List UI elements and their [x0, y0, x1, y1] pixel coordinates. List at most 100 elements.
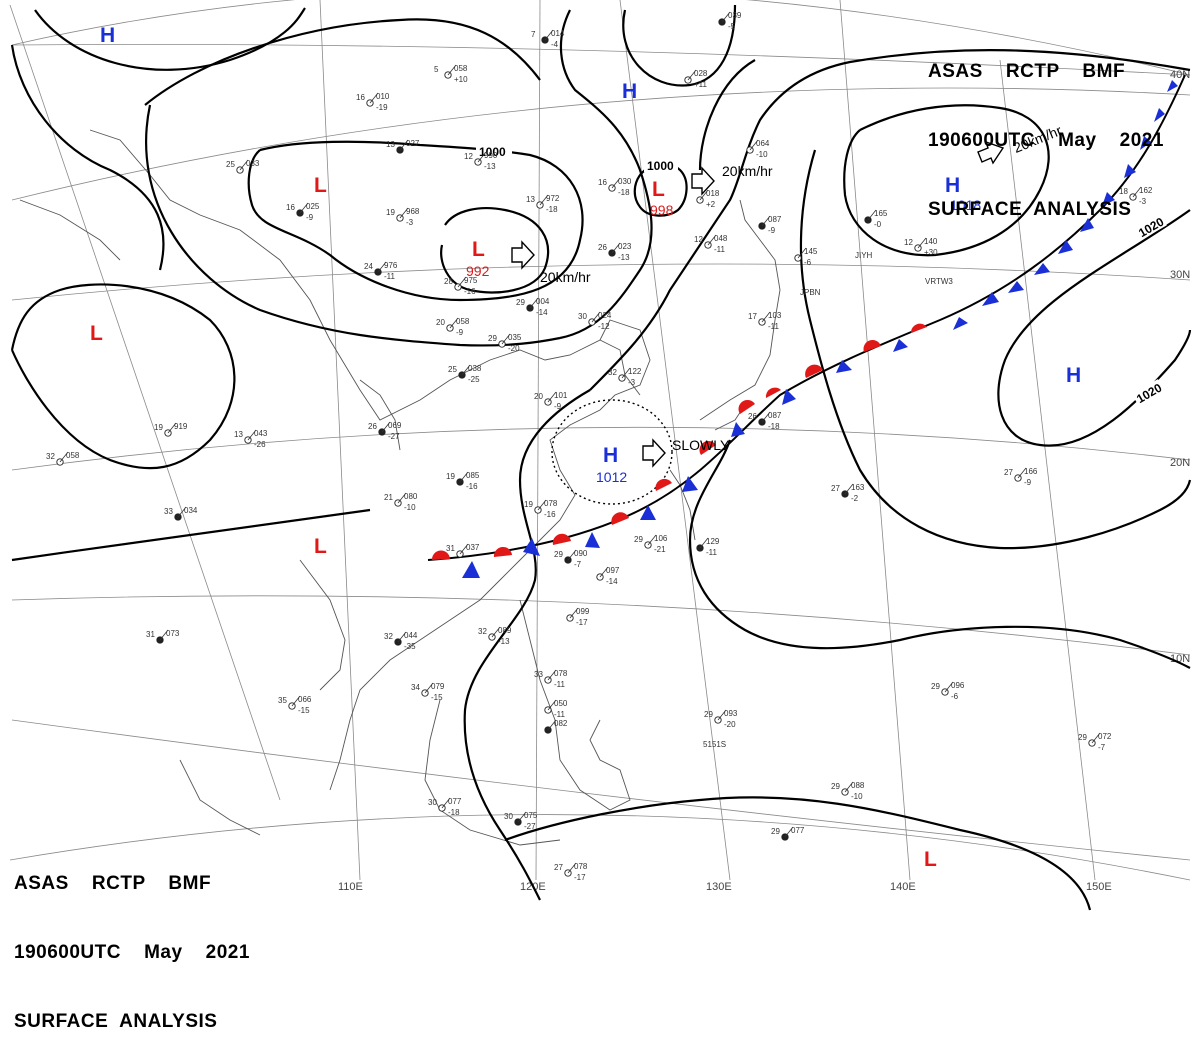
station-pressure: 027 [406, 139, 420, 148]
station-plot: 27 163 -2 [831, 483, 865, 503]
station-temperature: 12 [904, 238, 913, 247]
station-tendency: -2 [851, 494, 859, 503]
wind-barb [761, 215, 771, 227]
station-plot: 31 037 [446, 543, 480, 558]
isobar-label: 1000 [647, 159, 674, 173]
station-pressure: 919 [174, 422, 188, 431]
station-temperature: 29 [488, 334, 497, 343]
station-temperature: 18 [1119, 187, 1128, 196]
station-tendency: -20 [724, 720, 736, 729]
station-tendency: -3 [406, 218, 414, 227]
station-plot: 25 033 [226, 159, 260, 174]
station-temperature: 29 [771, 827, 780, 836]
station-plot: 32 044 -35 [384, 631, 418, 651]
station-pressure: 072 [1098, 732, 1112, 741]
station-plot: 17 103 -11 [748, 311, 782, 331]
station-plot: 16 010 -19 [356, 92, 390, 112]
wind-barb [539, 194, 549, 206]
station-pressure: 101 [554, 391, 568, 400]
wind-barb [721, 11, 731, 23]
wind-barb [457, 276, 467, 288]
station-temperature: 21 [384, 493, 393, 502]
lat-label: 10N [1170, 653, 1190, 665]
station-plot: 31 073 [146, 629, 180, 644]
wind-barb [797, 247, 807, 259]
wind-barb [717, 709, 727, 721]
station-tendency: -35 [404, 642, 416, 651]
station-pressure: 024 [598, 311, 612, 320]
station-tendency: +10 [454, 75, 468, 84]
station-plot: 32 058 [46, 451, 80, 466]
station-pressure: 096 [951, 681, 965, 690]
station-plot: 21 080 -10 [384, 492, 418, 512]
station-pressure: 103 [768, 311, 782, 320]
station-pressure: 037 [466, 543, 480, 552]
station-pressure: 030 [618, 177, 632, 186]
wind-barb [447, 64, 457, 76]
station-plot: 29 035 -20 [488, 333, 522, 353]
lat-label: 20N [1170, 457, 1190, 469]
station-pressure: 058 [66, 451, 80, 460]
wind-barb [1132, 186, 1142, 198]
wind-barb [461, 364, 471, 376]
low-center: L [314, 535, 327, 558]
station-plot: 29 072 -7 [1078, 732, 1112, 752]
station-pressure: 140 [924, 237, 938, 246]
station-pressure: 073 [166, 629, 180, 638]
motion-label: SLOWLY [672, 437, 730, 453]
station-plot: 29 096 -6 [931, 681, 965, 701]
station-tendency: -10 [404, 503, 416, 512]
station-plot: 19 968 -3 [386, 207, 420, 227]
coastlines [19, 129, 781, 846]
wind-barb [369, 92, 379, 104]
station-pressure: 165 [874, 209, 888, 218]
station-pressure: 078 [554, 669, 568, 678]
high-center: H [945, 174, 960, 197]
station-plot: 19 919 [154, 422, 188, 437]
station-plot: 12 990 -13 [464, 151, 498, 171]
station-plot: 20 058 -9 [436, 317, 470, 337]
station-tendency: -11 [714, 245, 726, 254]
low-center: L [90, 322, 103, 345]
station-pressure: 058 [456, 317, 470, 326]
wind-barb [491, 626, 501, 638]
wind-barb [547, 391, 557, 403]
header-line-3: SURFACE ANALYSIS [928, 199, 1132, 220]
wind-barb [177, 506, 187, 518]
footer-line-3: SURFACE ANALYSIS [14, 1011, 218, 1032]
high-center: H [100, 24, 115, 47]
wind-barb [1017, 467, 1027, 479]
station-temperature: 31 [146, 630, 155, 639]
low-center: L [314, 174, 327, 197]
lat-labels: 40N 30N 20N 10N [1170, 69, 1190, 665]
station-pressure: 039 [728, 11, 742, 20]
station-temperature: 5 [434, 65, 439, 74]
wind-barb [647, 534, 657, 546]
station-temperature: 12 [464, 152, 473, 161]
station-pressure: 087 [768, 215, 782, 224]
station-pressure: 079 [431, 682, 445, 691]
station-pressure: 044 [404, 631, 418, 640]
station-plot: 32 089 -13 [478, 626, 512, 646]
wind-barb [544, 29, 554, 41]
wind-barb [1091, 732, 1101, 744]
motion-label: 20km/hr [540, 269, 591, 285]
low-pressure-value: 992 [466, 263, 490, 279]
station-plot: 12 048 -11 [694, 234, 728, 254]
station-pressure: 058 [454, 64, 468, 73]
low-pressure-value: 998 [650, 202, 674, 218]
station-temperature: 19 [524, 500, 533, 509]
wind-barb [591, 311, 601, 323]
wind-barb [517, 811, 527, 823]
wind-barb [699, 537, 709, 549]
station-pressure: 975 [464, 276, 478, 285]
station-plot: 29 093 -20 [704, 709, 738, 729]
station-tendency: -18 [618, 188, 630, 197]
station-tendency: -9 [1024, 478, 1032, 487]
wind-barb [867, 209, 877, 221]
high-center: H [603, 444, 618, 467]
station-tendency: -15 [431, 693, 443, 702]
wind-barb [299, 202, 309, 214]
station-plot: 34 079 -15 [411, 682, 445, 702]
station-plot: 29 090 -7 [554, 549, 588, 569]
